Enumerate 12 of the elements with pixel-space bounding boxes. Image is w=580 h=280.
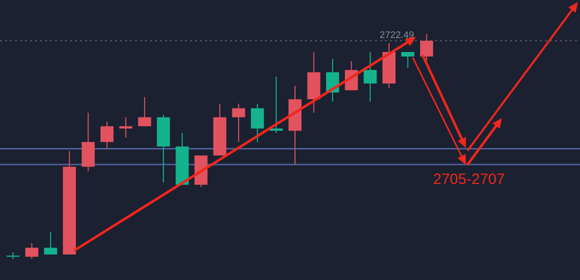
candlestick [270,76,283,134]
candlestick [401,52,414,68]
candlestick [232,103,246,142]
candlestick [138,96,152,127]
annotation: 2705-2707 [433,171,505,188]
candlestick [25,242,38,260]
annotation: 2722.49 [380,30,414,41]
candlestick [420,34,434,62]
candlestick [44,232,58,255]
candlestick [250,103,264,142]
candlestick [364,52,377,102]
candlestick [100,121,114,150]
